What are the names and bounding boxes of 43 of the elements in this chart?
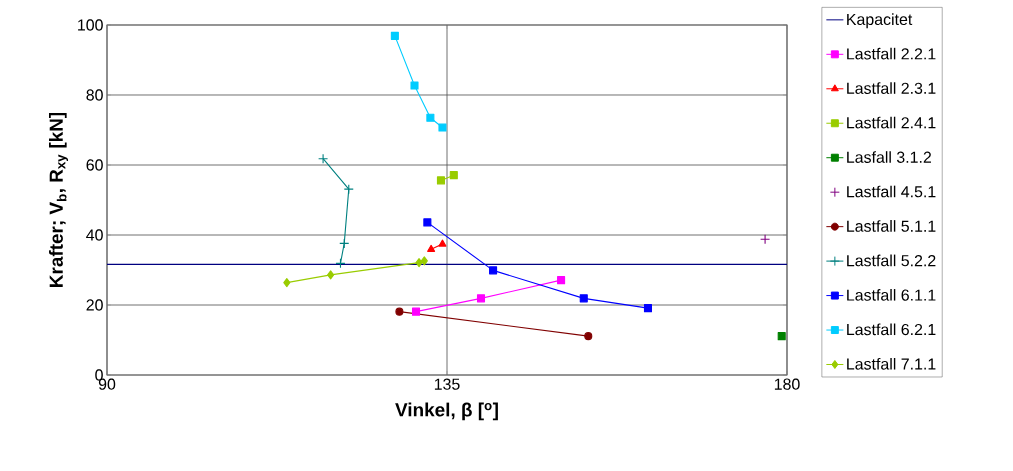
- point: [426, 113, 435, 122]
- point: [579, 294, 588, 303]
- legend-label: Lastfall 7.1.1: [847, 357, 936, 370]
- point: [415, 258, 423, 268]
- legend-label: Lastfall 2.4.1: [847, 116, 936, 129]
- legend-label: Lastfall 6.2.1: [847, 323, 936, 336]
- legend-label: Kapacitet: [847, 13, 913, 29]
- point: [584, 332, 593, 341]
- legend-label: Lastfall 5.1.1: [847, 220, 936, 232]
- point: [411, 307, 421, 316]
- x-axis-title: Vinkel, β [$^{o}$]: [395, 402, 498, 421]
- point: [777, 332, 786, 341]
- point: [327, 270, 335, 280]
- point: [423, 218, 432, 227]
- point: [410, 81, 419, 90]
- legend-label: Lasfall 3.1.2: [847, 151, 931, 163]
- point: [643, 304, 653, 313]
- y-tick-label: 60: [86, 159, 103, 171]
- y-tick-label: 100: [78, 19, 103, 31]
- legend-label: Lastfall 5.2.2: [847, 254, 936, 267]
- point: [557, 276, 566, 285]
- legend-label: Lastfall 2.2.1: [847, 47, 936, 60]
- x-tick-label: 135: [434, 378, 460, 390]
- point: [476, 294, 486, 303]
- legend-label: Lastfall 4.5.1: [847, 185, 936, 198]
- point: [438, 123, 447, 132]
- point: [489, 266, 498, 275]
- point: [436, 176, 445, 185]
- y-tick-label: 40: [86, 229, 103, 241]
- legend-label: Lastfall 6.1.1: [847, 289, 936, 301]
- x-tick-label: 180: [774, 378, 800, 390]
- point: [318, 153, 329, 164]
- legend-label: Lastfall 2.3.1: [847, 82, 936, 94]
- point: [395, 307, 404, 316]
- y-axis-title: Krafter; V$_{b}$, R$_{xy}$ [kN]: [49, 112, 69, 287]
- point: [283, 278, 291, 288]
- point: [420, 256, 428, 266]
- point: [390, 31, 399, 40]
- point: [449, 171, 458, 180]
- point: [760, 234, 771, 245]
- point: [343, 184, 354, 195]
- y-tick-label: 20: [86, 299, 103, 311]
- y-tick-label: 80: [86, 89, 103, 101]
